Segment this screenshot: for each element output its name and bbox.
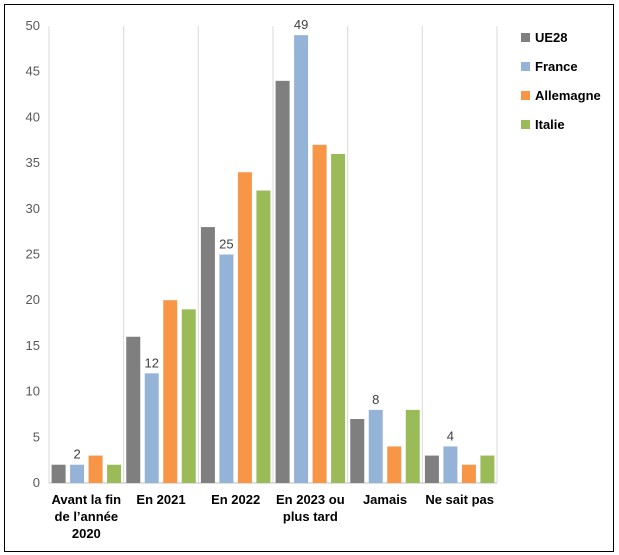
legend-label: Allemagne: [535, 88, 601, 103]
legend-swatch-france: [521, 62, 530, 71]
bar-allemagne: [461, 464, 476, 483]
y-tick-label: 10: [26, 384, 40, 399]
y-tick-label: 35: [26, 155, 40, 170]
x-tick-label: de l’année: [55, 509, 119, 524]
bar-allemagne: [88, 455, 103, 483]
bar-ue28: [424, 455, 439, 483]
bar-allemagne: [163, 300, 178, 483]
bar-france: [368, 409, 383, 483]
bar-ue28: [200, 227, 215, 483]
bar-italie: [107, 464, 122, 483]
bar-france: [294, 35, 309, 483]
data-label: 25: [219, 237, 233, 252]
legend-label: Italie: [535, 117, 565, 132]
bar-ue28: [350, 419, 365, 483]
data-label: 2: [73, 447, 80, 462]
bar-italie: [181, 309, 196, 483]
bar-france: [70, 464, 85, 483]
bar-allemagne: [312, 144, 327, 483]
chart-frame: [4, 4, 614, 552]
data-label: 12: [145, 355, 159, 370]
x-tick-label: En 2023 ou: [276, 492, 345, 507]
x-tick-label: Avant la fin: [52, 492, 122, 507]
bar-ue28: [275, 80, 290, 483]
data-label: 49: [294, 17, 308, 32]
data-label: 8: [372, 392, 379, 407]
legend-swatch-allemagne: [521, 91, 530, 100]
legend-swatch-italie: [521, 120, 530, 129]
y-tick-label: 0: [33, 475, 40, 490]
data-label: 4: [447, 428, 454, 443]
bar-italie: [480, 455, 495, 483]
legend-swatch-ue28: [521, 33, 530, 42]
bar-ue28: [51, 464, 66, 483]
x-tick-label: En 2022: [211, 492, 260, 507]
x-tick-label: Jamais: [363, 492, 407, 507]
y-tick-label: 40: [26, 109, 40, 124]
y-tick-label: 45: [26, 64, 40, 79]
x-tick-label: plus tard: [283, 509, 338, 524]
y-tick-label: 30: [26, 201, 40, 216]
bar-allemagne: [237, 172, 252, 484]
legend-label: UE28: [535, 30, 568, 45]
bar-ue28: [126, 336, 141, 483]
bar-france: [219, 254, 234, 483]
bar-allemagne: [387, 446, 402, 483]
bar-france: [144, 373, 159, 483]
bar-italie: [256, 190, 271, 483]
legend-label: France: [535, 59, 578, 74]
y-tick-label: 15: [26, 338, 40, 353]
y-tick-label: 5: [33, 429, 40, 444]
x-tick-label: En 2021: [136, 492, 185, 507]
y-tick-label: 25: [26, 247, 40, 262]
x-tick-label: 2020: [72, 526, 101, 541]
y-tick-label: 20: [26, 292, 40, 307]
y-tick-label: 50: [26, 18, 40, 33]
bar-italie: [405, 409, 420, 483]
bar-france: [443, 446, 458, 483]
x-tick-label: Ne sait pas: [425, 492, 494, 507]
bar-italie: [331, 153, 346, 483]
